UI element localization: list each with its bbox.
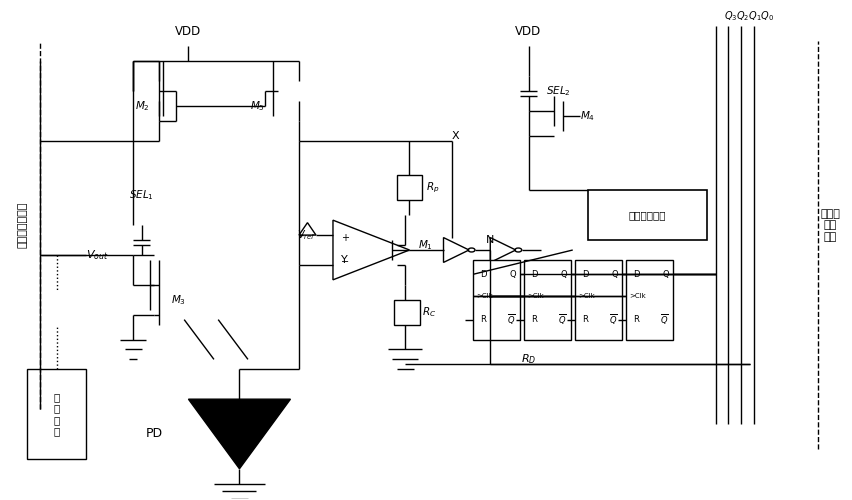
Bar (587, 190, 706, 240)
Bar (473, 260, 520, 340)
Text: D: D (480, 270, 486, 279)
Text: −: − (341, 258, 349, 268)
Bar (574, 260, 621, 340)
Text: $Q_3Q_2Q_1Q_0$: $Q_3Q_2Q_1Q_0$ (723, 10, 774, 23)
Text: VDD: VDD (176, 24, 201, 38)
Text: $V_{ref}$: $V_{ref}$ (296, 228, 315, 242)
Text: $M_3$: $M_3$ (171, 293, 187, 306)
Text: VDD: VDD (515, 24, 541, 38)
Text: $SEL_2$: $SEL_2$ (545, 84, 570, 98)
Text: $M_5$: $M_5$ (250, 99, 265, 112)
Text: 模拟列输出总线: 模拟列输出总线 (18, 202, 27, 248)
Text: $R_C$: $R_C$ (422, 306, 436, 319)
Text: $V_{out}$: $V_{out}$ (86, 248, 109, 262)
Text: Q: Q (560, 270, 566, 279)
Text: $M_2$: $M_2$ (135, 99, 150, 112)
Text: >Clk: >Clk (527, 292, 543, 298)
Text: 三态控制开关: 三态控制开关 (628, 210, 665, 220)
Polygon shape (188, 399, 291, 469)
Text: Q: Q (611, 270, 617, 279)
Text: >Clk: >Clk (628, 292, 645, 298)
Text: R: R (632, 315, 638, 324)
Text: Q: Q (509, 270, 515, 279)
Text: $M_4$: $M_4$ (579, 109, 594, 122)
Text: $R_D$: $R_D$ (521, 352, 536, 366)
Text: $SEL_1$: $SEL_1$ (129, 188, 154, 202)
Text: Q: Q (661, 270, 668, 279)
Text: X: X (452, 130, 459, 140)
Text: $\overline{Q}$: $\overline{Q}$ (507, 312, 515, 327)
Text: $M_1$: $M_1$ (417, 238, 433, 252)
Text: PD: PD (146, 428, 163, 440)
Text: D: D (581, 270, 588, 279)
Text: $\overline{Q}$: $\overline{Q}$ (659, 312, 668, 327)
Text: +: + (341, 232, 349, 242)
Text: Y: Y (341, 255, 348, 265)
Bar (394, 300, 419, 324)
Text: 数字列
输出
总线: 数字列 输出 总线 (820, 208, 839, 242)
Text: $\overline{Q}$: $\overline{Q}$ (557, 312, 566, 327)
Text: R: R (480, 315, 486, 324)
Bar (625, 260, 672, 340)
Text: $\overline{Q}$: $\overline{Q}$ (608, 312, 617, 327)
Text: R: R (531, 315, 536, 324)
Text: R: R (581, 315, 587, 324)
Text: D: D (632, 270, 639, 279)
Text: 列
级
存
储: 列 级 存 储 (54, 392, 60, 436)
Text: N: N (486, 235, 494, 245)
Text: >Clk: >Clk (475, 292, 492, 298)
Text: $R_p$: $R_p$ (426, 180, 440, 195)
Bar (27, 370, 86, 459)
Text: >Clk: >Clk (577, 292, 594, 298)
Bar (396, 176, 422, 201)
Text: D: D (531, 270, 537, 279)
Bar (524, 260, 570, 340)
